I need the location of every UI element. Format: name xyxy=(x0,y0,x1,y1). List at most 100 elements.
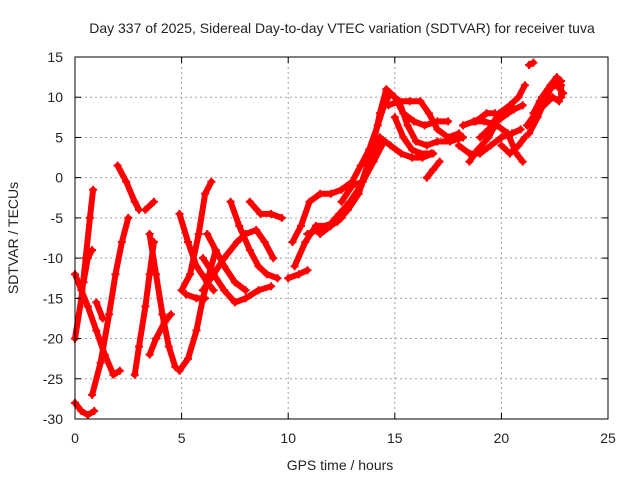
data-point xyxy=(89,185,98,194)
data-point xyxy=(158,310,167,319)
data-point xyxy=(90,407,99,415)
data-point xyxy=(403,121,412,130)
data-point xyxy=(326,189,335,198)
data-point xyxy=(269,254,278,263)
data-point xyxy=(497,133,506,142)
data-point xyxy=(220,286,229,295)
data-point xyxy=(505,101,514,110)
series-trace xyxy=(536,82,567,105)
data-series xyxy=(177,177,216,295)
chart-title: Day 337 of 2025, Sidereal Day-to-day VTE… xyxy=(89,20,595,36)
data-point xyxy=(435,157,444,166)
data-point xyxy=(277,213,286,222)
data-point xyxy=(465,157,474,166)
data-series xyxy=(390,113,435,158)
y-tick-label: 10 xyxy=(47,89,63,105)
data-point xyxy=(262,270,271,279)
data-point xyxy=(384,101,393,110)
series-trace xyxy=(246,198,285,221)
data-point xyxy=(252,226,261,234)
data-point xyxy=(459,121,467,130)
data-point xyxy=(433,137,442,146)
data-point xyxy=(184,354,192,363)
data-point xyxy=(192,326,201,335)
data-point xyxy=(523,121,531,130)
data-point xyxy=(301,238,310,246)
data-point xyxy=(230,298,239,307)
data-series xyxy=(79,246,97,287)
data-point xyxy=(145,350,154,359)
data-point xyxy=(529,58,538,67)
y-axis-label: SDTVAR / TECUs xyxy=(5,182,21,294)
grid xyxy=(75,57,608,419)
data-point xyxy=(420,121,429,130)
data-point xyxy=(124,213,133,222)
series-trace xyxy=(146,311,174,358)
data-series xyxy=(523,93,563,130)
data-point xyxy=(135,342,143,351)
data-point xyxy=(288,238,297,246)
data-point xyxy=(181,290,190,299)
data-point xyxy=(395,97,404,106)
data-point xyxy=(544,85,553,94)
data-point xyxy=(399,109,408,118)
data-point xyxy=(233,238,241,246)
data-series xyxy=(145,230,180,371)
data-point xyxy=(254,286,263,295)
data-point xyxy=(241,294,250,303)
data-point xyxy=(201,189,210,198)
data-point xyxy=(555,97,563,106)
data-point xyxy=(348,181,357,190)
data-point xyxy=(160,318,169,327)
axis-ticks: 0 5 10 15 20 25 -30 -25 -20 -15 -10 -5 0 5 10 15 xyxy=(43,49,616,446)
data-series xyxy=(303,85,453,238)
data-point xyxy=(518,157,527,166)
series-trace xyxy=(89,214,132,398)
x-tick-label: 25 xyxy=(600,430,616,446)
data-point xyxy=(209,286,218,295)
data-point xyxy=(130,197,139,206)
data-point xyxy=(115,366,124,375)
data-point xyxy=(122,177,131,186)
data-point xyxy=(88,246,97,255)
data-point xyxy=(367,149,376,158)
data-point xyxy=(166,310,175,319)
data-series xyxy=(497,133,529,158)
data-point xyxy=(476,133,485,142)
data-point xyxy=(525,129,534,138)
data-point xyxy=(111,270,120,279)
data-point xyxy=(548,93,557,102)
data-point xyxy=(473,145,482,154)
data-point xyxy=(390,113,399,122)
x-tick-label: 10 xyxy=(280,430,296,446)
y-tick-label: -10 xyxy=(43,250,63,266)
data-point xyxy=(491,109,499,118)
data-point xyxy=(422,173,431,182)
data-series xyxy=(525,58,538,69)
data-point xyxy=(503,129,512,138)
data-point xyxy=(192,294,201,303)
data-point xyxy=(486,141,495,150)
data-series xyxy=(422,157,444,182)
data-point xyxy=(480,117,489,126)
data-point xyxy=(405,97,414,106)
data-point xyxy=(211,246,220,255)
data-point xyxy=(152,334,160,343)
data-point xyxy=(245,197,254,206)
data-series xyxy=(226,197,282,283)
data-series xyxy=(384,97,463,142)
data-point xyxy=(83,411,92,419)
series-trace xyxy=(72,399,98,418)
data-point xyxy=(98,314,107,323)
data-point xyxy=(471,117,480,126)
series-trace xyxy=(114,162,142,213)
series-trace xyxy=(498,134,528,157)
data-series xyxy=(92,298,107,323)
data-point xyxy=(235,221,244,230)
data-series xyxy=(71,398,99,419)
data-series xyxy=(88,213,133,399)
data-point xyxy=(397,149,406,158)
data-point xyxy=(305,197,314,206)
x-tick-label: 15 xyxy=(387,430,403,446)
data-point xyxy=(267,282,276,291)
